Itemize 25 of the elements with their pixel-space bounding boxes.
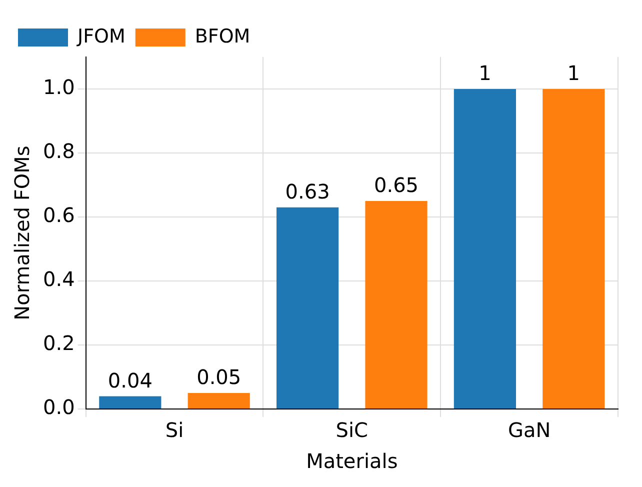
bar <box>276 207 339 408</box>
bar <box>542 89 605 408</box>
bar <box>188 393 250 408</box>
y-tick-label: 0.2 <box>42 331 75 356</box>
data-label: 0.65 <box>374 173 419 198</box>
data-label: 0.63 <box>285 180 330 204</box>
x-tick-label: SiC <box>336 418 368 442</box>
y-tick-label: 0.0 <box>42 395 75 420</box>
y-tick-label: 0.4 <box>42 267 75 292</box>
legend-label: BFOM <box>194 25 250 48</box>
bar <box>99 396 162 408</box>
x-axis-title: Materials <box>306 449 398 474</box>
y-tick-label: 0.8 <box>42 139 75 164</box>
data-label: 1 <box>478 61 492 86</box>
data-label: 0.04 <box>108 368 152 392</box>
legend-label: JFOM <box>76 25 126 48</box>
data-label: 1 <box>567 61 580 86</box>
y-tick-label: 0.6 <box>42 203 75 228</box>
y-axis-title: Normalized FOMs <box>10 146 34 320</box>
data-label: 0.05 <box>196 365 242 390</box>
y-tick-label: 1.0 <box>42 75 75 100</box>
bar <box>454 89 516 408</box>
x-tick-label: GaN <box>508 418 551 442</box>
bar <box>365 201 428 408</box>
x-tick-label: Si <box>165 418 184 442</box>
